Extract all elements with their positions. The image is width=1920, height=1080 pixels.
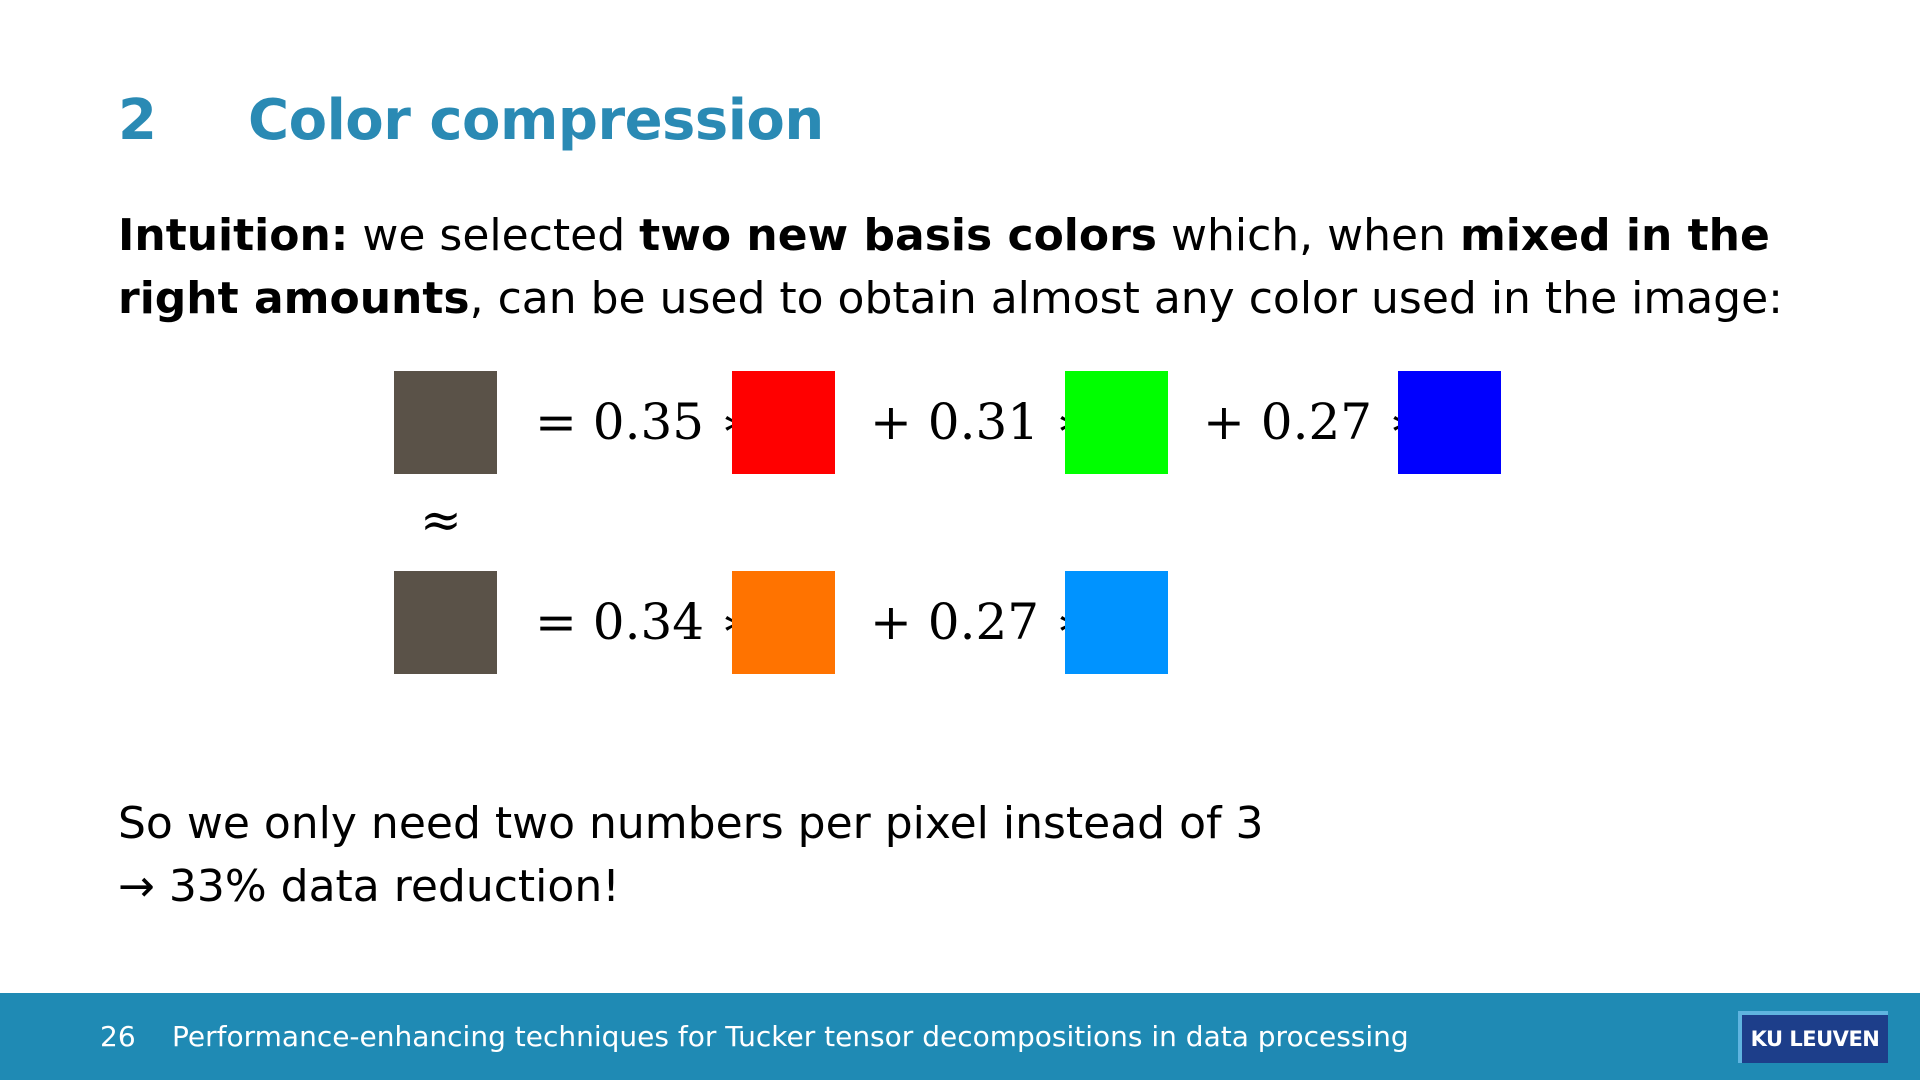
- intro-text-1: we selected: [348, 210, 640, 261]
- coef-row2-term2: + 0.27 ∗: [870, 593, 1089, 651]
- result-color-swatch-row2: [394, 571, 497, 674]
- intro-text-3: , can be used to obtain almost any color…: [469, 273, 1783, 324]
- section-title: Color compression: [248, 87, 824, 153]
- conclusion-line-2: → 33% data reduction!: [118, 861, 620, 912]
- page-number: 26: [100, 1020, 136, 1053]
- intro-line-1: Intuition: we selected two new basis col…: [118, 204, 1818, 267]
- coef-row2-term1: = 0.34 ∗: [535, 593, 754, 651]
- green-color-swatch: [1065, 371, 1168, 474]
- coef-row1-term2: + 0.31 ∗: [870, 393, 1089, 451]
- slide-title: 2 Color compression: [118, 82, 824, 158]
- intuition-paragraph: Intuition: we selected two new basis col…: [118, 204, 1818, 330]
- section-number: 2: [118, 87, 157, 153]
- azure-color-swatch: [1065, 571, 1168, 674]
- footer-title: Performance-enhancing techniques for Tuc…: [172, 1020, 1409, 1053]
- intro-line-2: right amounts, can be used to obtain alm…: [118, 267, 1818, 330]
- intro-bold-2: mixed in the: [1459, 210, 1770, 261]
- intro-text-2: which, when: [1157, 210, 1460, 261]
- footer-bar: 26 Performance-enhancing techniques for …: [0, 993, 1920, 1080]
- coef-row1-term3: + 0.27 ∗: [1203, 393, 1422, 451]
- orange-color-swatch: [732, 571, 835, 674]
- intuition-label: Intuition:: [118, 210, 349, 261]
- conclusion: So we only need two numbers per pixel in…: [118, 792, 1263, 918]
- blue-color-swatch: [1398, 371, 1501, 474]
- ku-leuven-logo: KU LEUVEN: [1738, 1011, 1888, 1063]
- conclusion-line-1: So we only need two numbers per pixel in…: [118, 798, 1264, 849]
- result-color-swatch-row1: [394, 371, 497, 474]
- red-color-swatch: [732, 371, 835, 474]
- intro-bold-1: two new basis colors: [639, 210, 1157, 261]
- approx-symbol: ≈: [420, 491, 462, 549]
- coef-row1-term1: = 0.35 ∗: [535, 393, 754, 451]
- intro-bold-3: right amounts: [118, 273, 470, 324]
